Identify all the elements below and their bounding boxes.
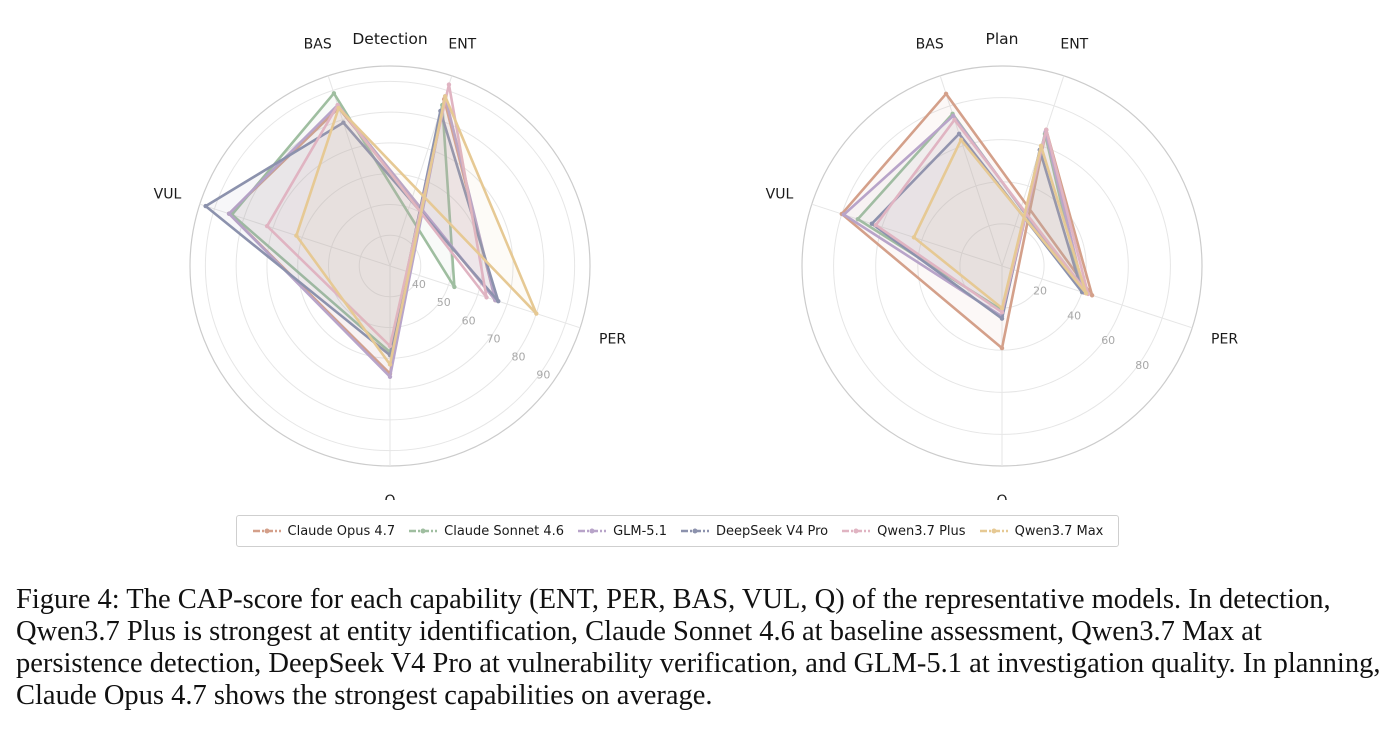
radar-chart-0: 40 50 60 70 80 90 ENT PER BAS VUL Q Detection (154, 30, 627, 500)
radial-tick-label: 20 (1033, 285, 1047, 298)
data-point-deepseek-v4-pro-q (999, 316, 1005, 321)
data-point-glm-5-1-vul (841, 212, 847, 217)
data-point-qwen3-7-plus-q (999, 310, 1005, 315)
legend-label: Qwen3.7 Plus (877, 523, 966, 539)
axis-label-ent: ENT (1060, 36, 1088, 52)
data-point-deepseek-v4-pro-bas (956, 131, 962, 137)
data-point-claude-sonnet-4-6-bas (331, 91, 337, 96)
data-point-qwen3-7-max-bas (958, 137, 964, 143)
data-point-qwen3-7-max-vul (911, 235, 917, 240)
data-point-qwen3-7-max-per (534, 311, 539, 316)
data-point-glm-5-1-q (387, 374, 393, 379)
legend-label: Claude Sonnet 4.6 (444, 523, 565, 539)
series-line-claude-opus-4-7 (840, 92, 1094, 350)
series-line-qwen3-7-plus (265, 83, 488, 348)
radar-spoke-per (1001, 265, 1193, 329)
series-line-qwen3-7-max (912, 138, 1088, 310)
radial-tick-label: 80 (511, 350, 525, 363)
legend-item: Qwen3.7 Plus (841, 523, 966, 539)
data-point-deepseek-v4-pro-vul (203, 203, 208, 209)
data-point-qwen3-7-max-ent (442, 94, 448, 99)
legend-swatch (409, 528, 438, 534)
data-point-qwen3-7-plus-bas (952, 117, 957, 123)
data-point-glm-5-1-bas (951, 113, 956, 119)
axis-label-vul: VUL (154, 187, 182, 203)
radial-tick-label: 80 (1135, 359, 1149, 372)
radar-charts: 40 50 60 70 80 90 ENT PER BAS VUL Q Detection 20 40 60… (154, 30, 1239, 500)
radial-tick-label: 40 (412, 278, 426, 291)
legend-item: DeepSeek V4 Pro (680, 524, 828, 539)
radial-tick-label: 60 (1101, 334, 1115, 347)
data-point-qwen3-7-plus-ent (446, 82, 452, 87)
legend-swatch (979, 528, 1008, 534)
data-point-qwen3-7-max-ent (1038, 143, 1044, 149)
data-point-qwen3-7-plus-ent (1044, 127, 1049, 133)
radial-tick-label: 50 (437, 296, 451, 309)
chart-title: Plan (986, 30, 1019, 48)
legend-label: DeepSeek V4 Pro (716, 523, 829, 539)
radial-tick-label: 60 (462, 314, 476, 327)
data-point-claude-sonnet-4-6-per (452, 284, 457, 290)
data-point-claude-opus-4-7-bas (943, 91, 949, 97)
figure-caption: Figure 4: The CAP-score for each capabil… (16, 584, 1381, 711)
data-point-deepseek-v4-pro-vul (869, 221, 875, 226)
legend-label: Claude Opus 4.7 (287, 523, 396, 539)
radar-chart-1: 20 40 60 80 ENT PER BAS VUL Q Plan (766, 30, 1239, 500)
data-point-qwen3-7-plus-vul (873, 222, 879, 228)
axis-label-per: PER (1211, 331, 1238, 347)
legend-item: Claude Opus 4.7 (252, 523, 396, 539)
legend-label: GLM-5.1 (613, 523, 667, 539)
legend-item: Claude Sonnet 4.6 (408, 524, 564, 539)
legend-swatch (252, 528, 281, 534)
radial-tick-label: 90 (536, 369, 550, 382)
series-line-qwen3-7-max (295, 94, 538, 366)
data-point-deepseek-v4-pro-bas (341, 120, 346, 125)
axis-label-bas: BAS (304, 36, 332, 52)
legend-item: Qwen3.7 Max (979, 523, 1104, 539)
legend-swatch (842, 528, 871, 534)
data-point-qwen3-7-plus-per (484, 295, 489, 300)
legend-swatch (681, 528, 710, 534)
data-point-qwen3-7-plus-vul (264, 223, 270, 229)
axis-label-bas: BAS (916, 36, 944, 52)
axis-label-q: Q (996, 493, 1007, 500)
data-point-qwen3-7-max-q (999, 305, 1005, 311)
data-point-qwen3-7-max-vul (294, 233, 299, 238)
legend-label: Qwen3.7 Max (1014, 523, 1104, 539)
radar-spoke-ent (1001, 75, 1065, 267)
data-point-deepseek-v4-pro-per (496, 298, 501, 304)
axis-label-q: Q (384, 493, 395, 500)
chart-title: Detection (352, 30, 427, 48)
data-point-claude-opus-4-7-per (1089, 293, 1095, 298)
axis-label-per: PER (599, 331, 626, 347)
data-point-qwen3-7-max-per (1083, 291, 1089, 296)
data-point-qwen3-7-plus-q (387, 343, 393, 349)
legend: Claude Opus 4.7 Claude Sonnet 4.6 GLM-5.1 D… (236, 515, 1119, 547)
legend-item: GLM-5.1 (577, 524, 667, 539)
data-point-qwen3-7-max-q (387, 362, 393, 367)
legend-swatch (578, 528, 607, 534)
radial-tick-label: 70 (487, 332, 501, 345)
data-point-qwen3-7-max-bas (336, 105, 341, 111)
data-point-claude-sonnet-4-6-vul (855, 216, 861, 222)
axis-label-vul: VUL (766, 187, 794, 203)
axis-label-ent: ENT (448, 36, 476, 52)
data-point-claude-opus-4-7-q (999, 345, 1005, 351)
radial-tick-label: 40 (1067, 309, 1081, 322)
data-point-glm-5-1-vul (226, 211, 232, 216)
radar-spoke-bas (939, 75, 1003, 267)
